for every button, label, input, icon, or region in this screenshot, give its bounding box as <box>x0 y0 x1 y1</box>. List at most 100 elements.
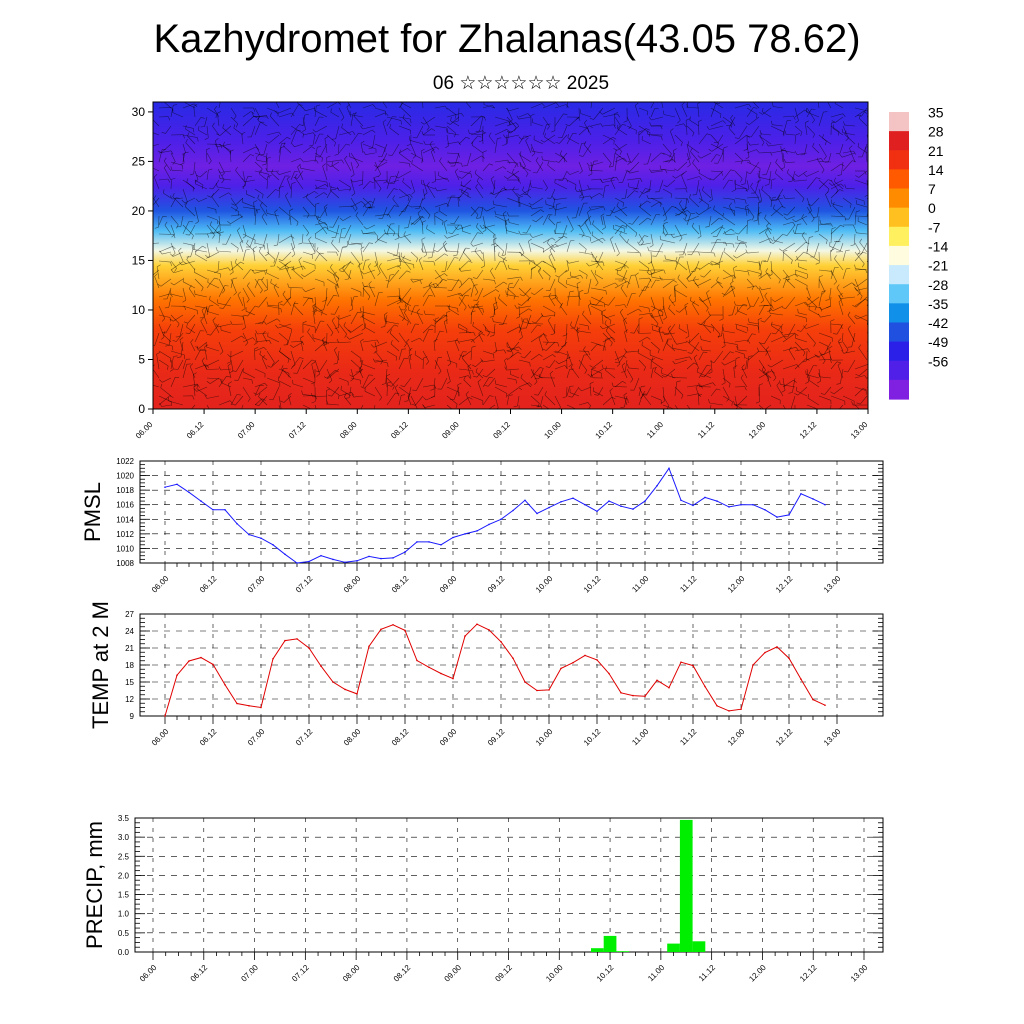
wind-barb <box>724 359 736 366</box>
wind-barb <box>698 323 714 328</box>
x-tick-label: 06.00 <box>138 963 159 984</box>
wind-barb-feather <box>190 339 194 343</box>
wind-barb <box>578 242 587 250</box>
wind-barb-feather <box>468 277 473 280</box>
wind-barb <box>168 332 172 346</box>
colorbar-swatch <box>889 169 909 190</box>
wind-barb-feather <box>219 307 224 309</box>
wind-barb-feather <box>562 396 567 399</box>
wind-barb-feather <box>570 321 573 326</box>
wind-barb <box>217 250 232 253</box>
wind-barb <box>443 222 448 235</box>
wind-barb-feather <box>593 94 597 95</box>
wind-barb-feather <box>219 351 224 355</box>
wind-barb-feather <box>548 214 551 219</box>
wind-barb <box>554 296 562 305</box>
wind-barb-feather <box>814 230 819 233</box>
wind-barb <box>482 224 495 235</box>
wind-barb-feather <box>511 168 515 173</box>
wind-barb-feather <box>211 193 215 197</box>
wind-barb <box>746 179 750 189</box>
wind-barb <box>578 233 591 238</box>
wind-barb-feather <box>712 235 717 237</box>
wind-barb-feather <box>453 254 458 257</box>
wind-barb-feather <box>788 346 792 351</box>
wind-barb <box>590 237 603 244</box>
x-tick-label: 10.12 <box>595 963 616 984</box>
wind-barb <box>761 287 772 291</box>
wind-barb-feather <box>548 253 552 257</box>
wind-barb <box>746 285 757 289</box>
wind-barb <box>518 287 530 298</box>
wind-barb <box>674 197 688 200</box>
wind-barb <box>446 257 455 271</box>
wind-barb <box>782 332 796 336</box>
wind-barb <box>266 377 280 384</box>
wind-barb-feather <box>522 232 527 234</box>
wind-barb <box>189 323 196 334</box>
wind-barb <box>230 278 234 289</box>
wind-barb-feather <box>759 129 762 134</box>
wind-barb <box>746 196 758 199</box>
wind-barb-feather <box>498 294 501 299</box>
wind-barb-feather <box>308 145 313 147</box>
wind-barb-feather <box>361 201 365 205</box>
wind-barb-feather <box>731 189 736 192</box>
wind-barb-feather <box>740 178 743 183</box>
wind-barb-feather <box>762 366 764 371</box>
wind-barb <box>198 197 208 202</box>
wind-barb <box>698 365 708 379</box>
wind-barb <box>602 338 607 352</box>
wind-barb <box>553 242 568 248</box>
wind-barb-feather <box>687 253 692 256</box>
wind-barb-feather <box>690 296 692 301</box>
wind-barb <box>254 170 269 175</box>
wind-barb-feather <box>489 376 494 379</box>
wind-barb-feather <box>816 380 821 384</box>
wind-barb <box>458 277 470 289</box>
wind-barb <box>407 395 412 406</box>
wind-barb <box>782 242 796 252</box>
wind-barb-feather <box>445 145 449 149</box>
wind-barb <box>261 280 268 289</box>
wind-barb <box>254 382 265 388</box>
wind-barb <box>330 161 340 168</box>
wind-barb <box>582 143 592 157</box>
wind-barb-feather <box>761 142 765 146</box>
wind-barb <box>402 117 412 127</box>
wind-barb-feather <box>567 134 569 139</box>
wind-barb <box>698 251 715 254</box>
wind-barb <box>638 312 652 316</box>
wind-barb-feather <box>502 257 507 261</box>
wind-barb-feather <box>144 240 146 244</box>
wind-barb <box>176 332 184 342</box>
wind-barb <box>478 333 484 343</box>
wind-barb <box>806 355 817 361</box>
wind-barb-feather <box>821 291 826 295</box>
wind-barb <box>577 330 592 334</box>
wind-barb <box>737 395 748 406</box>
data-point <box>800 678 802 680</box>
wind-barb-feather <box>176 224 179 229</box>
wind-barb-feather <box>461 163 463 168</box>
wind-barb-feather <box>416 308 420 313</box>
wind-barb <box>570 324 580 334</box>
x-tick-label: 06.00 <box>150 574 171 595</box>
wind-barb-feather <box>365 259 370 261</box>
wind-barb-feather <box>250 269 255 272</box>
wind-barb-feather <box>348 329 352 333</box>
wind-barb-feather <box>586 274 588 279</box>
y-tick-label: 21 <box>125 644 134 653</box>
wind-barb <box>362 143 377 150</box>
wind-barb-feather <box>229 370 234 374</box>
wind-barb-feather <box>646 271 650 275</box>
wind-barb <box>794 358 807 370</box>
wind-barb <box>661 278 676 281</box>
wind-barb-feather <box>689 92 693 93</box>
wind-barb-feather <box>212 235 215 239</box>
wind-barb <box>734 339 748 343</box>
wind-barb-feather <box>801 214 805 218</box>
wind-barb-feather <box>830 222 833 227</box>
wind-barb <box>350 296 355 307</box>
